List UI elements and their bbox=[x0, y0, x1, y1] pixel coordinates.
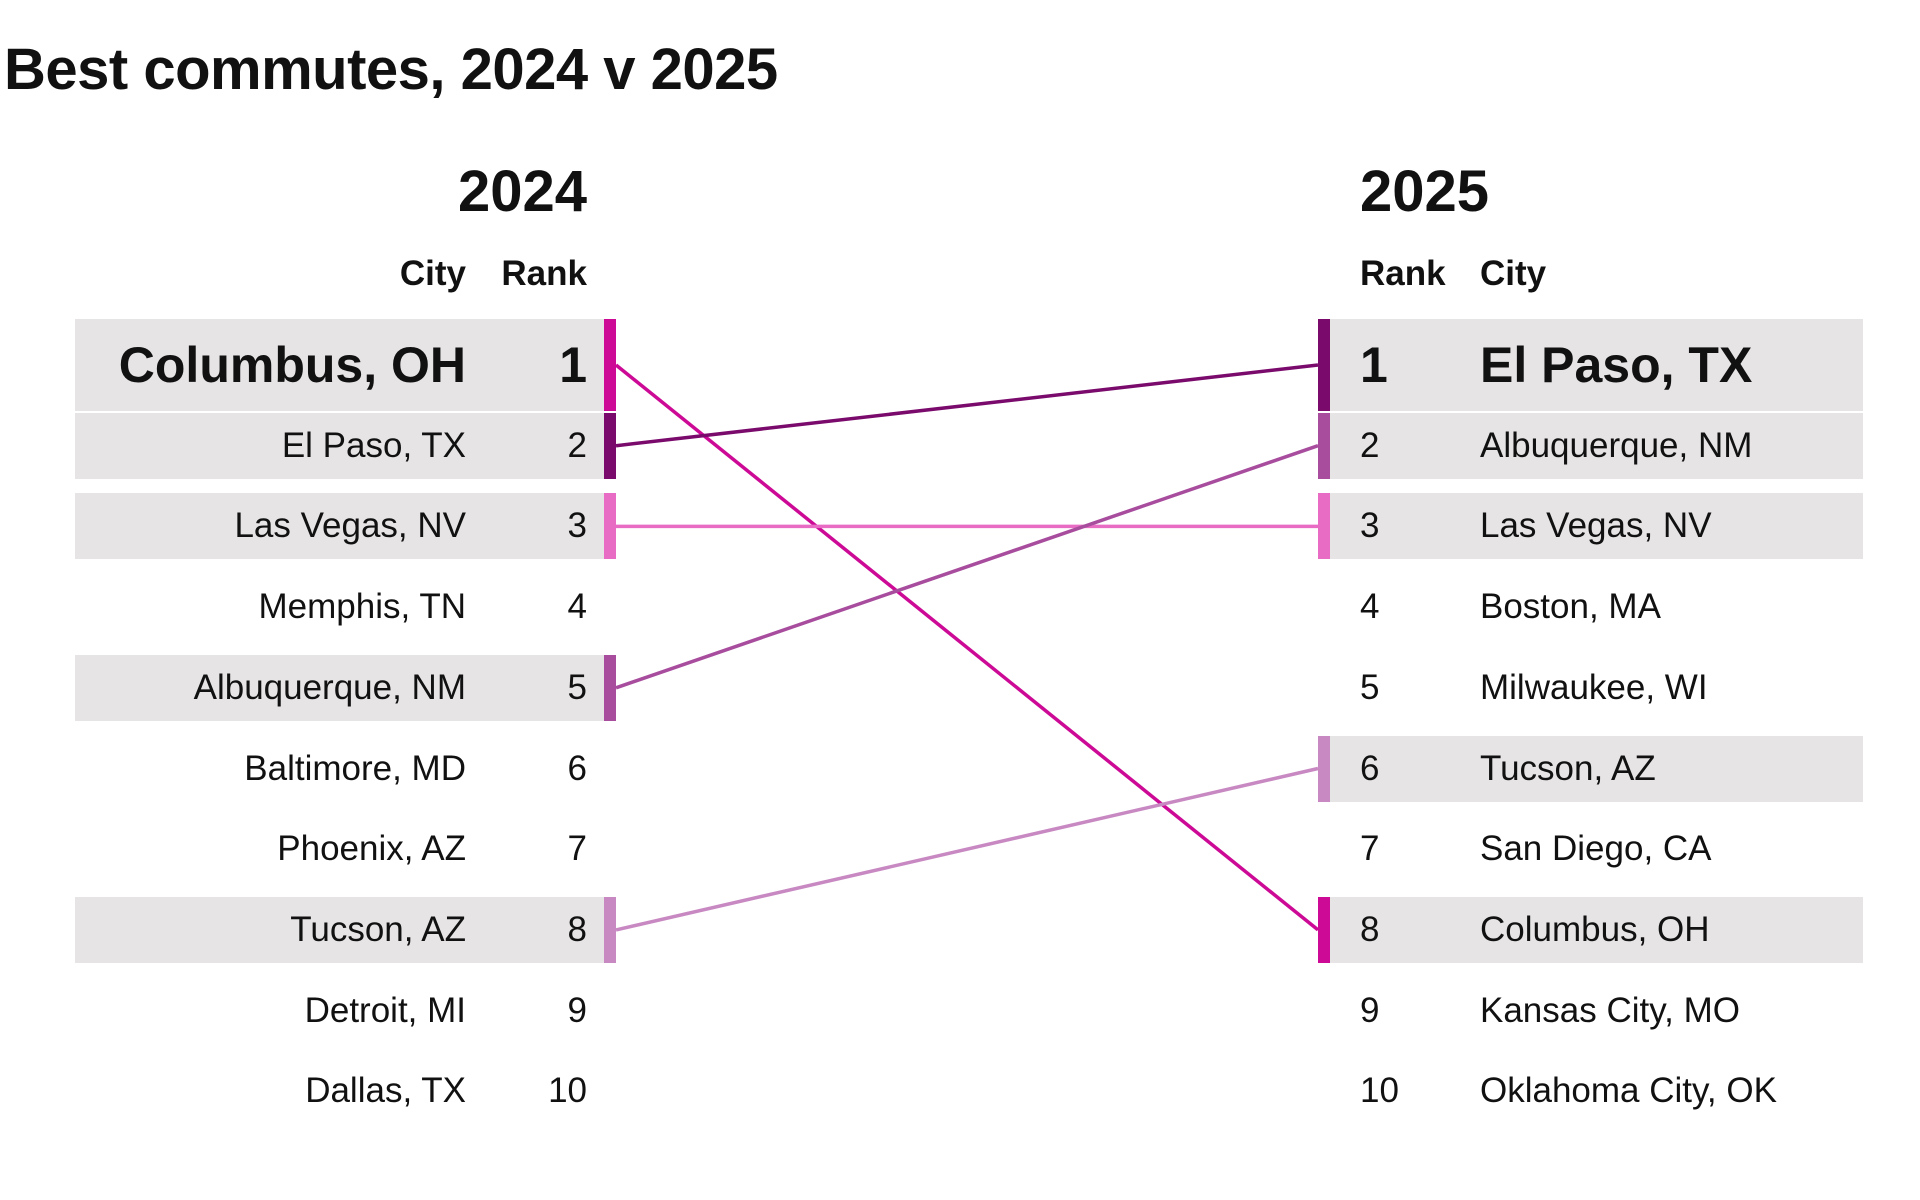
left-rank-label: 9 bbox=[567, 990, 587, 1030]
left-rank-header: Rank bbox=[501, 254, 587, 293]
left-city-label: Columbus, OH bbox=[118, 337, 466, 393]
left-city-label: Memphis, TN bbox=[258, 587, 466, 627]
left-city-label: Phoenix, AZ bbox=[277, 829, 466, 869]
connector-line bbox=[615, 766, 1319, 932]
right-city-label: San Diego, CA bbox=[1480, 829, 1712, 869]
right-city-label: Columbus, OH bbox=[1480, 909, 1710, 949]
left-rank-label: 7 bbox=[567, 829, 587, 869]
left-row-highlight bbox=[75, 654, 612, 721]
connector-line bbox=[615, 363, 1319, 448]
left-rank-marker bbox=[604, 319, 616, 411]
left-rank-label: 4 bbox=[567, 587, 587, 627]
left-city-label: Las Vegas, NV bbox=[234, 506, 466, 546]
left-rank-label: 2 bbox=[567, 425, 587, 465]
right-rank-marker bbox=[1318, 735, 1330, 802]
right-rank-marker bbox=[1318, 493, 1330, 560]
right-city-label: El Paso, TX bbox=[1480, 337, 1753, 393]
left-rank-label: 6 bbox=[567, 748, 587, 788]
right-rank-label: 4 bbox=[1360, 587, 1380, 627]
right-city-label: Milwaukee, WI bbox=[1480, 667, 1708, 707]
right-city-label: Boston, MA bbox=[1480, 587, 1661, 627]
left-city-label: Albuquerque, NM bbox=[193, 667, 466, 707]
right-rank-label: 1 bbox=[1360, 337, 1388, 393]
right-rank-label: 9 bbox=[1360, 990, 1380, 1030]
right-rank-label: 8 bbox=[1360, 909, 1380, 949]
connector-line bbox=[615, 444, 1319, 690]
right-rank-label: 2 bbox=[1360, 425, 1380, 465]
right-rank-label: 3 bbox=[1360, 506, 1380, 546]
right-row-highlight bbox=[1325, 493, 1863, 560]
left-rank-label: 8 bbox=[567, 909, 587, 949]
right-city-label: Las Vegas, NV bbox=[1480, 506, 1712, 546]
right-rank-label: 10 bbox=[1360, 1071, 1399, 1111]
left-rank-label: 10 bbox=[548, 1071, 587, 1111]
right-city-label: Tucson, AZ bbox=[1480, 748, 1656, 788]
left-row-highlight bbox=[75, 412, 612, 479]
left-row-highlight bbox=[75, 896, 612, 963]
left-rank-marker bbox=[604, 493, 616, 560]
right-city-label: Albuquerque, NM bbox=[1480, 425, 1753, 465]
right-row-highlight bbox=[1325, 319, 1863, 411]
right-city-header: City bbox=[1480, 254, 1547, 293]
year-2024-header: 2024 bbox=[457, 159, 587, 224]
left-city-label: Baltimore, MD bbox=[244, 748, 466, 788]
connector-line bbox=[614, 363, 1320, 932]
left-city-header: City bbox=[399, 254, 466, 293]
right-rank-header: Rank bbox=[1360, 254, 1446, 293]
right-rank-marker bbox=[1318, 896, 1330, 963]
left-rank-label: 1 bbox=[559, 337, 587, 393]
right-row-highlight bbox=[1325, 896, 1863, 963]
left-rank-marker bbox=[604, 654, 616, 721]
left-rank-label: 3 bbox=[567, 506, 587, 546]
right-row-highlight bbox=[1325, 412, 1863, 479]
left-city-label: Tucson, AZ bbox=[290, 909, 466, 949]
year-2025-header: 2025 bbox=[1360, 159, 1490, 224]
left-rank-marker bbox=[604, 412, 616, 479]
right-rank-marker bbox=[1318, 319, 1330, 411]
chart-title: Best commutes, 2024 v 2025 bbox=[4, 37, 778, 102]
left-row-highlight bbox=[75, 319, 612, 411]
left-rank-marker bbox=[604, 896, 616, 963]
right-rank-label: 5 bbox=[1360, 667, 1380, 707]
right-rank-label: 6 bbox=[1360, 748, 1380, 788]
right-rank-marker bbox=[1318, 412, 1330, 479]
left-city-label: El Paso, TX bbox=[281, 425, 466, 465]
right-rank-label: 7 bbox=[1360, 829, 1380, 869]
right-city-label: Oklahoma City, OK bbox=[1480, 1071, 1777, 1111]
left-city-label: Dallas, TX bbox=[305, 1071, 466, 1111]
right-row-highlight bbox=[1325, 735, 1863, 802]
left-row-highlight bbox=[75, 493, 612, 560]
right-city-label: Kansas City, MO bbox=[1480, 990, 1740, 1030]
left-city-label: Detroit, MI bbox=[304, 990, 466, 1030]
left-rank-label: 5 bbox=[567, 667, 587, 707]
